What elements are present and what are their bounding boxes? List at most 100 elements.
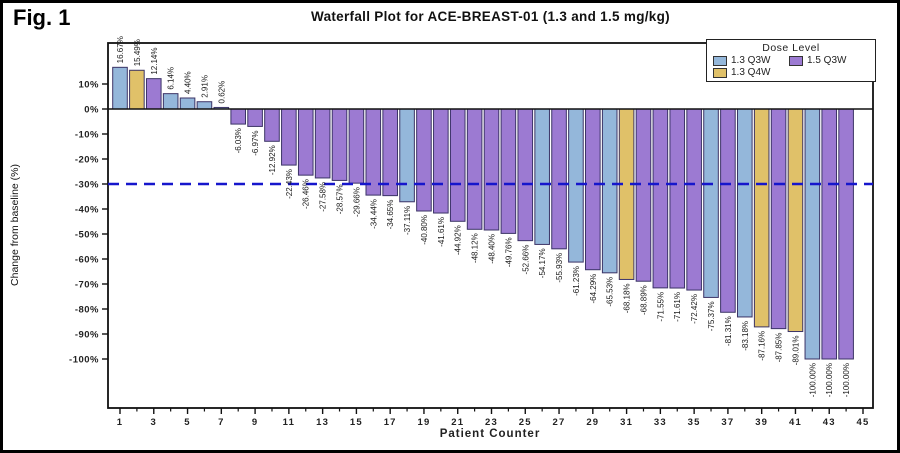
legend-entry-label: 1.3 Q3W bbox=[731, 55, 771, 66]
bar-patient-4 bbox=[162, 93, 179, 110]
bar-value-label: 0.62% bbox=[217, 81, 226, 104]
bar-value-label: 4.40% bbox=[184, 71, 193, 94]
bar-value-label: -37.11% bbox=[403, 206, 412, 235]
bar-patient-30 bbox=[601, 108, 618, 274]
bar-patient-39 bbox=[753, 108, 770, 328]
bar-patient-25 bbox=[517, 108, 534, 242]
waterfall-chart: Change from baseline (%) Patient Counter… bbox=[9, 36, 874, 440]
bar-patient-21 bbox=[449, 108, 466, 222]
bar-patient-44 bbox=[838, 108, 854, 360]
x-tick-label: 27 bbox=[553, 417, 566, 428]
bar-value-label: -54.17% bbox=[538, 248, 547, 278]
bar-patient-16 bbox=[365, 108, 382, 196]
x-tick-label: 19 bbox=[417, 417, 430, 428]
bar-value-label: -48.40% bbox=[488, 234, 497, 264]
bar-patient-2 bbox=[129, 69, 145, 110]
bar-patient-8 bbox=[230, 108, 247, 125]
legend-swatch-1-5-q3w-icon bbox=[789, 55, 803, 66]
bar-patient-20 bbox=[433, 108, 449, 214]
bar-patient-18 bbox=[399, 108, 415, 203]
bar-value-label: -34.65% bbox=[386, 200, 395, 230]
bar-value-label: -41.61% bbox=[437, 217, 446, 247]
bar-patient-31 bbox=[618, 108, 635, 280]
bar-value-label: -89.01% bbox=[791, 336, 800, 366]
x-tick-label: 41 bbox=[789, 417, 802, 428]
y-tick-label: -80% bbox=[75, 305, 99, 316]
bar-value-label: -44.92% bbox=[454, 225, 463, 255]
x-tick-label: 25 bbox=[519, 417, 532, 428]
x-tick-label: 17 bbox=[384, 417, 397, 428]
bar-value-label: -6.97% bbox=[251, 130, 260, 155]
y-tick-label: -10% bbox=[75, 130, 99, 141]
bar-patient-10 bbox=[264, 108, 280, 142]
bar-patient-11 bbox=[281, 108, 297, 166]
bar-patient-35 bbox=[686, 108, 702, 291]
bar-patient-6 bbox=[196, 101, 213, 110]
y-axis-label: Change from baseline (%) bbox=[9, 164, 21, 286]
legend-entries: 1.3 Q3W 1.5 Q3W 1.3 Q4W bbox=[713, 55, 869, 78]
bar-patient-34 bbox=[669, 108, 686, 289]
bar-value-label: -48.12% bbox=[471, 233, 480, 263]
bar-patient-15 bbox=[348, 108, 365, 184]
plot-frame bbox=[107, 42, 874, 409]
bar-patient-23 bbox=[483, 108, 500, 231]
bar-patient-32 bbox=[635, 108, 652, 282]
legend-entry-label: 1.3 Q4W bbox=[731, 67, 771, 78]
bar-patient-3 bbox=[145, 78, 162, 110]
bar-value-label: -40.80% bbox=[420, 215, 429, 245]
x-tick-label: 9 bbox=[252, 417, 258, 428]
bar-value-label: -87.85% bbox=[775, 333, 784, 363]
bar-value-label: -12.92% bbox=[268, 145, 277, 175]
bar-value-label: 16.67% bbox=[116, 36, 125, 63]
y-tick-label: -50% bbox=[75, 230, 99, 241]
bar-value-label: -100.00% bbox=[842, 363, 851, 397]
x-tick-label: 11 bbox=[283, 417, 295, 428]
bar-value-label: -100.00% bbox=[808, 363, 817, 397]
bar-value-label: -29.66% bbox=[352, 187, 361, 217]
bar-patient-28 bbox=[568, 108, 584, 263]
x-tick-label: 15 bbox=[350, 417, 363, 428]
figure-label: Fig. 1 bbox=[13, 5, 71, 30]
bar-patient-36 bbox=[703, 108, 719, 298]
chart-title: Waterfall Plot for ACE-BREAST-01 (1.3 an… bbox=[311, 9, 670, 24]
bar-value-label: -71.61% bbox=[673, 292, 682, 322]
bar-patient-1 bbox=[112, 66, 128, 110]
x-tick-label: 39 bbox=[755, 417, 768, 428]
bar-value-label: -81.31% bbox=[724, 316, 733, 346]
y-tick-label: -20% bbox=[75, 155, 99, 166]
y-tick-label: -60% bbox=[75, 255, 99, 266]
x-tick-label: 29 bbox=[586, 417, 599, 428]
bar-patient-42 bbox=[804, 108, 821, 360]
legend-entry: 1.3 Q3W bbox=[713, 55, 789, 66]
bar-value-label: -61.23% bbox=[572, 266, 581, 296]
bar-value-label: 2.91% bbox=[200, 75, 209, 98]
legend-title: Dose Level bbox=[762, 42, 820, 54]
bar-patient-14 bbox=[331, 108, 348, 181]
y-tick-label: 0% bbox=[84, 105, 99, 116]
x-tick-label: 3 bbox=[151, 417, 157, 428]
x-tick-label: 37 bbox=[721, 417, 734, 428]
x-tick-label: 13 bbox=[316, 417, 329, 428]
bar-value-label: -83.18% bbox=[741, 321, 750, 351]
bar-value-label: 15.49% bbox=[133, 39, 142, 66]
x-tick-label: 35 bbox=[688, 417, 701, 428]
bar-value-label: -71.55% bbox=[656, 292, 665, 322]
bar-value-label: -65.53% bbox=[606, 277, 615, 307]
y-tick-label: 10% bbox=[78, 80, 99, 91]
y-tick-label: -70% bbox=[75, 280, 99, 291]
x-tick-label: 43 bbox=[823, 417, 836, 428]
bar-value-label: -87.16% bbox=[758, 331, 767, 361]
bar-patient-22 bbox=[466, 108, 483, 230]
x-tick-label: 31 bbox=[620, 417, 633, 428]
bar-patient-40 bbox=[770, 108, 787, 330]
legend-entry-label: 1.5 Q3W bbox=[807, 55, 847, 66]
x-tick-label: 1 bbox=[117, 417, 123, 428]
x-axis-label: Patient Counter bbox=[440, 428, 541, 440]
x-tick-label: 23 bbox=[485, 417, 498, 428]
bar-patient-41 bbox=[787, 108, 804, 333]
legend-swatch-1-3-q3w-icon bbox=[713, 55, 727, 66]
bar-value-label: -22.43% bbox=[285, 169, 294, 199]
y-tick-label: -90% bbox=[75, 330, 99, 341]
legend-swatch-1-3-q4w-icon bbox=[713, 67, 727, 78]
bar-value-label: -49.76% bbox=[504, 237, 513, 267]
